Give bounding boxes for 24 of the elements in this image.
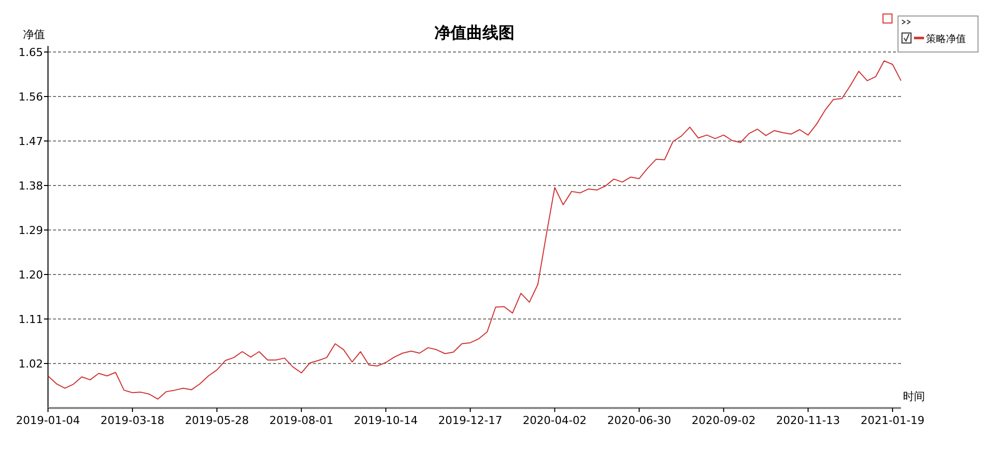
x-tick-label: 2019-12-17 bbox=[438, 414, 502, 427]
x-tick-label: 2020-06-30 bbox=[607, 414, 672, 427]
x-tick-label: 2019-01-04 bbox=[16, 414, 80, 427]
y-tick-label: 1.47 bbox=[18, 135, 43, 148]
x-tick-label: 2019-05-28 bbox=[184, 414, 249, 427]
x-tick-label: 2019-08-01 bbox=[269, 414, 334, 427]
y-tick-label: 1.20 bbox=[18, 268, 43, 282]
x-tick-label: 2020-11-13 bbox=[776, 414, 840, 427]
y-tick-label: 1.56 bbox=[18, 90, 43, 104]
line-series bbox=[48, 60, 902, 400]
x-tick-label: 2021-01-19 bbox=[860, 414, 925, 427]
y-tick-label: 1.11 bbox=[18, 313, 43, 326]
y-tick-label: 1.02 bbox=[18, 358, 43, 370]
x-axis-title: 时间 bbox=[903, 390, 925, 403]
x-tick-label: 2019-03-18 bbox=[100, 414, 164, 427]
x-tick-label: 2019-10-14 bbox=[354, 414, 418, 427]
legend-label: 策略净值 bbox=[926, 33, 966, 45]
chart-title: 净值曲线图 bbox=[434, 23, 514, 42]
y-tick-label: 1.38 bbox=[18, 180, 43, 192]
y-axis-title: 净值 bbox=[23, 28, 45, 41]
x-tick-label: 2020-09-02 bbox=[692, 414, 756, 427]
y-tick-label: 1.29 bbox=[18, 224, 43, 237]
y-tick-label: 1.65 bbox=[18, 46, 43, 59]
x-tick-label: 2020-04-02 bbox=[522, 414, 587, 427]
